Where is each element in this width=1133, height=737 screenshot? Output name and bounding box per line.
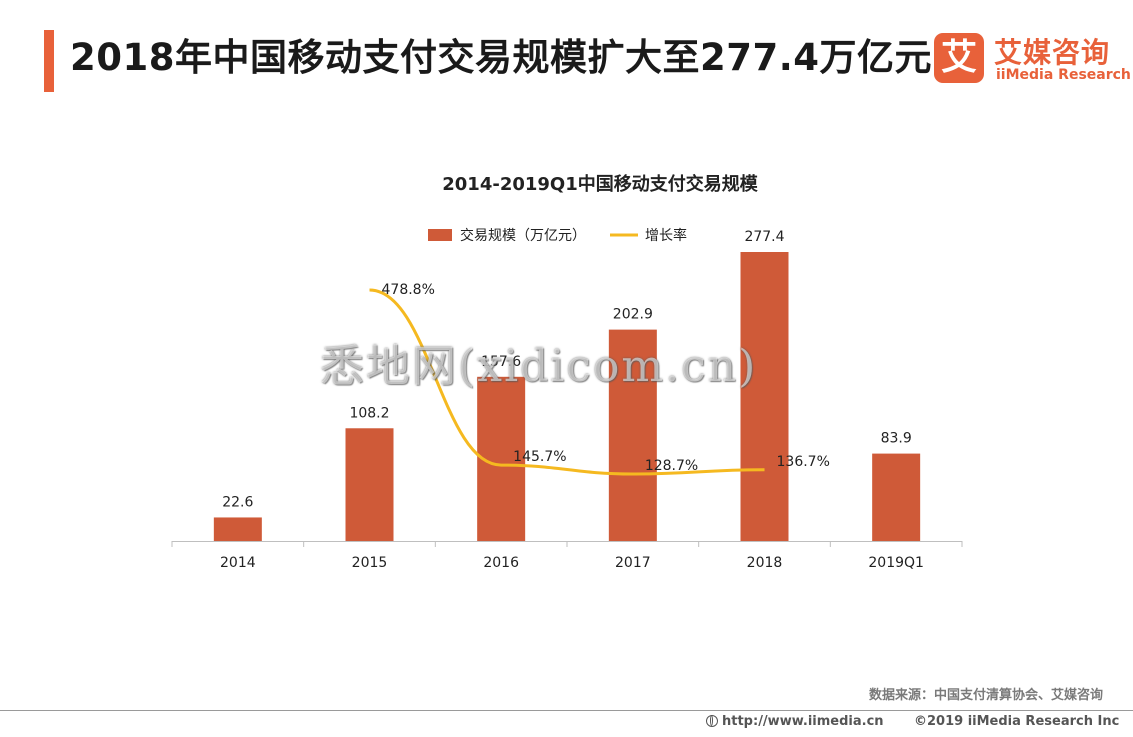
x-tick-label: 2014 — [220, 555, 256, 571]
bar-value-label: 157.6 — [481, 354, 521, 370]
x-tick-label: 2017 — [615, 555, 651, 571]
bar-2015 — [345, 428, 394, 541]
data-source: 数据来源：中国支付清算协会、艾媒咨询 — [868, 688, 1103, 703]
logo-name-en: iiMedia Research — [996, 67, 1131, 83]
bar-2018 — [740, 252, 789, 541]
legend-bar-label: 交易规模（万亿元） — [460, 227, 586, 244]
growth-rate-label: 128.7% — [645, 458, 698, 474]
x-tick-label: 2016 — [483, 555, 519, 571]
bar-value-label: 22.6 — [222, 494, 253, 510]
bar-value-label: 202.9 — [613, 307, 653, 323]
bar-value-label: 83.9 — [881, 431, 912, 447]
chart-title: 2014-2019Q1中国移动支付交易规模 — [442, 173, 758, 195]
brand-logo: 艾 艾媒咨询 iiMedia Research — [934, 33, 1131, 85]
growth-rate-label: 145.7% — [513, 449, 566, 465]
bar-2014 — [213, 517, 262, 541]
legend-bar-swatch — [428, 229, 452, 241]
bar-2019Q1 — [872, 453, 921, 541]
globe-icon — [706, 715, 718, 727]
footer-url: http://www.iimedia.cn — [706, 714, 884, 729]
footer-copyright: ©2019 iiMedia Research Inc — [914, 714, 1120, 729]
x-tick-label: 2018 — [747, 555, 783, 571]
growth-rate-line — [369, 288, 765, 476]
footer-url-text: http://www.iimedia.cn — [722, 714, 884, 729]
page-title: 2018年中国移动支付交易规模扩大至277.4万亿元 — [70, 36, 933, 79]
legend-line-label: 增长率 — [645, 227, 687, 244]
title-accent-bar — [44, 30, 54, 92]
logo-mark-icon: 艾 — [934, 33, 984, 83]
bar-value-label: 108.2 — [349, 405, 389, 421]
growth-rate-label: 136.7% — [777, 454, 830, 470]
logo-name-cn: 艾媒咨询 — [994, 36, 1111, 69]
x-tick-label: 2019Q1 — [868, 555, 924, 571]
watermark: 悉地网(xidicom.cn) — [320, 341, 758, 392]
bar-2017 — [608, 329, 657, 541]
growth-rate-label: 478.8% — [382, 282, 435, 298]
footer-divider — [0, 710, 1133, 711]
bar-value-label: 277.4 — [744, 229, 784, 245]
x-tick-label: 2015 — [352, 555, 388, 571]
